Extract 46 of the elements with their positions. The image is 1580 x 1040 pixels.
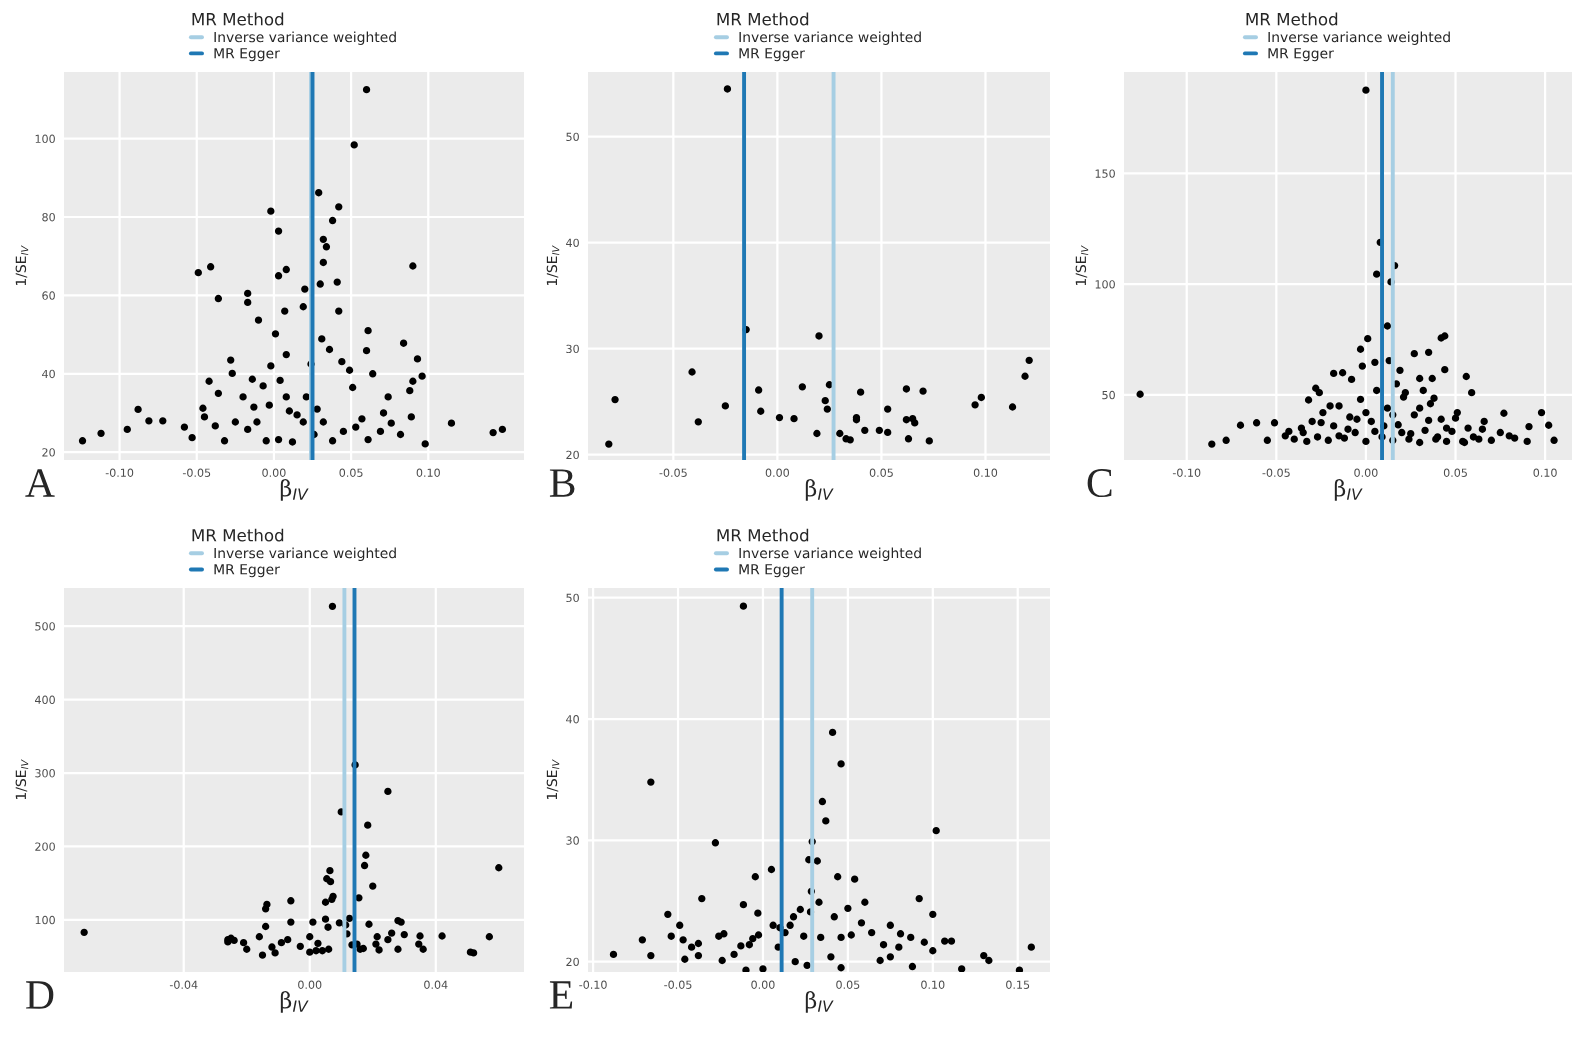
point [688, 368, 696, 376]
text: D [26, 981, 54, 1009]
point [813, 429, 821, 438]
point [611, 395, 619, 404]
point [754, 386, 763, 394]
legend-title: MR Method [1246, 12, 1338, 26]
point [971, 401, 979, 409]
legend-title: MR Method [717, 528, 809, 542]
x-axis-title: β$_{IV}$ [1334, 479, 1363, 501]
point [605, 440, 613, 448]
x-axis-title: β$_{IV}$ [280, 479, 309, 501]
text: B [549, 469, 575, 497]
point [821, 396, 829, 405]
point [884, 405, 892, 413]
point [798, 383, 807, 391]
point [823, 405, 831, 413]
point [775, 413, 784, 422]
point [902, 385, 911, 393]
point [861, 426, 869, 434]
legend-title: MR Method [192, 12, 284, 26]
point [875, 426, 884, 434]
point [757, 407, 765, 415]
x-axis-title: β$_{IV}$ [280, 991, 309, 1013]
point [694, 418, 702, 426]
point [902, 416, 911, 424]
point [790, 414, 798, 423]
point [919, 387, 927, 395]
point [721, 402, 730, 410]
point [836, 429, 844, 438]
text: E [549, 981, 573, 1009]
point [1008, 403, 1017, 411]
legend-title: MR Method [717, 12, 809, 26]
x-axis-title: β$_{IV}$ [805, 991, 834, 1013]
point [1025, 356, 1033, 365]
text: C [1087, 469, 1112, 498]
point [815, 332, 823, 340]
point [904, 435, 913, 443]
x-axis-title: β$_{IV}$ [805, 479, 834, 501]
point [884, 428, 892, 437]
point [1021, 372, 1029, 380]
point [723, 85, 732, 93]
point [977, 393, 985, 402]
legend-title: MR Method [192, 528, 284, 542]
text: A [25, 469, 55, 497]
point [925, 437, 933, 445]
point [856, 388, 865, 396]
